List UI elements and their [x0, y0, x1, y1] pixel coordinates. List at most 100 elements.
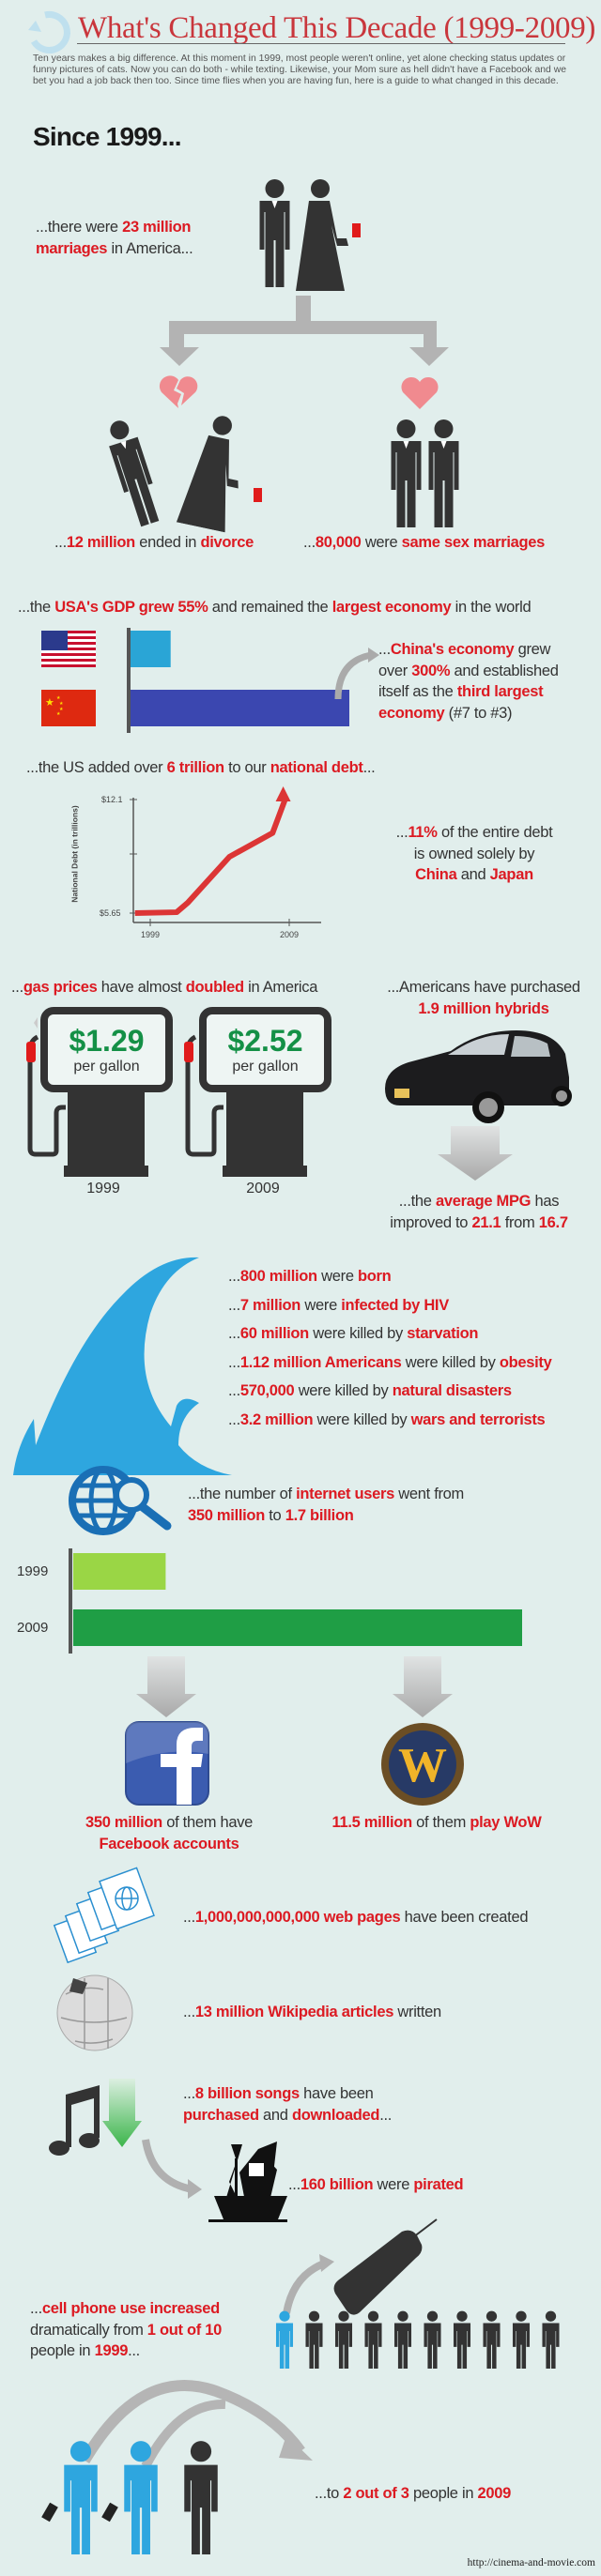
- highlight-text: 6 trillion: [166, 759, 224, 776]
- section-heading: Since 1999...: [33, 122, 182, 151]
- highlight-text: USA's GDP grew 55%: [54, 599, 208, 616]
- person-icon: [542, 2310, 560, 2369]
- web-pages-text: ...1,000,000,000,000 web pages have been…: [183, 1907, 529, 1928]
- text-line: ...11% of the entire debt: [376, 822, 573, 844]
- highlight-text: downloaded: [291, 2106, 380, 2124]
- text-segment: ...: [228, 1353, 240, 1371]
- text-segment: over: [378, 662, 412, 679]
- marriages-text: ...there were 23 million marriages in Ame…: [36, 217, 193, 259]
- internet-users-text: ...the number of internet users went fro…: [188, 1484, 464, 1526]
- text-segment: ...: [183, 1909, 195, 1926]
- highlight-text: 300%: [411, 662, 451, 679]
- text-segment: were: [373, 2176, 414, 2193]
- branch-arrow-icon: [160, 296, 449, 366]
- text-line: ...7 million were infected by HIV: [228, 1295, 551, 1317]
- text-line: ...1.12 million Americans were killed by…: [228, 1352, 552, 1374]
- highlight-text: China's economy: [390, 641, 515, 658]
- curved-arrow-icon: [283, 2260, 326, 2314]
- text-segment: were killed by: [401, 1353, 500, 1371]
- text-segment: ...the: [398, 1193, 436, 1210]
- highlight-text: 60 million: [239, 1325, 309, 1342]
- heart-icon: [401, 376, 439, 409]
- people-row-1999: [275, 2310, 560, 2369]
- text-line: economy (#7 to #3): [378, 703, 559, 724]
- text-segment: ...there were: [36, 219, 123, 236]
- gdp-bar-china: [131, 690, 349, 726]
- arrowhead-icon: [279, 2435, 313, 2461]
- text-line: ...the USA's GDP grew 55% and remained t…: [18, 597, 532, 618]
- highlight-text: 350 million: [85, 1814, 162, 1831]
- highlight-text: average MPG: [435, 1193, 532, 1210]
- highlight-text: 11.5 million: [331, 1814, 413, 1831]
- highlight-text: divorce: [200, 534, 254, 551]
- text-segment: ...: [228, 1410, 240, 1428]
- text-segment: grew: [514, 641, 551, 658]
- gas-price-1999: $1.29: [69, 1024, 145, 1058]
- text-line: is owned solely by: [376, 844, 573, 865]
- highlight-text: 800 million: [239, 1268, 317, 1285]
- person-icon: [184, 2441, 218, 2554]
- text-segment: ...the: [18, 599, 55, 616]
- text-segment: people in: [408, 2485, 478, 2502]
- wikipedia-globe-icon: [56, 1974, 133, 2051]
- highlight-text: 1.7 billion: [285, 1506, 354, 1524]
- highlight-text: same sex marriages: [401, 534, 546, 551]
- population-stats-list: ...800 million were born ...7 million we…: [228, 1266, 552, 1438]
- text-segment: to: [264, 1506, 285, 1524]
- intro-paragraph: Ten years makes a big difference. At thi…: [33, 53, 566, 86]
- text-segment: and: [456, 866, 490, 883]
- text-line: China and Japan: [376, 864, 573, 886]
- text-segment: and: [258, 2106, 292, 2124]
- gas-unit-1999: per gallon: [73, 1059, 140, 1075]
- text-line: ...there were 23 million: [36, 217, 193, 238]
- text-segment: ...: [379, 2106, 393, 2124]
- text-line: ...China's economy grew: [378, 639, 559, 661]
- highlight-text: purchased: [183, 2106, 259, 2124]
- cell-phone-icon: [101, 2502, 118, 2523]
- text-line: 350 million of them have: [56, 1812, 282, 1834]
- text-segment: were killed by: [308, 1325, 408, 1342]
- internet-search-globe-icon: [69, 1466, 172, 1535]
- text-segment: dramatically from: [30, 2321, 147, 2339]
- text-segment: in the world: [451, 599, 532, 616]
- highlight-text: national debt: [270, 759, 363, 776]
- text-segment: ...: [183, 2085, 195, 2102]
- text-segment: ...to: [315, 2485, 344, 2502]
- text-line: 350 million to 1.7 billion: [188, 1505, 464, 1527]
- debt-ytick-max: $12.1: [101, 795, 123, 804]
- text-line: ...800 million were born: [228, 1266, 551, 1288]
- text-segment: written: [393, 2004, 441, 2020]
- curved-arrow-icon: [142, 2139, 193, 2193]
- text-line: purchased and downloaded...: [183, 2105, 392, 2126]
- wave-icon: [13, 1257, 232, 1475]
- refresh-logo-icon: [28, 11, 70, 53]
- highlight-text: 12 million: [66, 534, 135, 551]
- world-of-warcraft-logo-icon: W: [381, 1723, 464, 1806]
- cell-phone-icon: [41, 2502, 58, 2523]
- wikipedia-text: ...13 million Wikipedia articles written: [183, 2002, 441, 2023]
- text-segment: in America: [243, 979, 318, 996]
- text-line: itself as the third largest: [378, 681, 559, 703]
- music-note-icon: [49, 2085, 100, 2156]
- highlight-text: 21.1: [471, 1213, 501, 1231]
- debt-xtick-2009: 2009: [280, 930, 300, 939]
- person-icon: [483, 2310, 501, 2369]
- highlight-text: 2 out of 3: [343, 2485, 409, 2502]
- internet-bar-1999: [73, 1553, 166, 1590]
- gdp-axis: [127, 628, 131, 733]
- text-segment: and established: [450, 662, 559, 679]
- text-line: ...8 billion songs have been: [183, 2083, 392, 2105]
- debt-line-chart: [130, 786, 321, 926]
- text-line: ...1,000,000,000,000 web pages have been…: [183, 1907, 529, 1928]
- title-divider: [77, 43, 565, 44]
- gas-pump-2009-icon: [184, 1007, 331, 1177]
- gas-year-1999: 1999: [86, 1181, 120, 1197]
- highlight-text: doubled: [185, 979, 244, 996]
- text-segment: ...: [228, 1296, 240, 1314]
- text-segment: ...: [378, 641, 391, 658]
- people-row-2009: [41, 2441, 218, 2554]
- text-segment: were: [361, 534, 402, 551]
- mpg-text: ...the average MPG has improved to 21.1 f…: [376, 1191, 582, 1233]
- arrowhead-icon: [188, 2179, 202, 2199]
- person-icon: [305, 2310, 323, 2369]
